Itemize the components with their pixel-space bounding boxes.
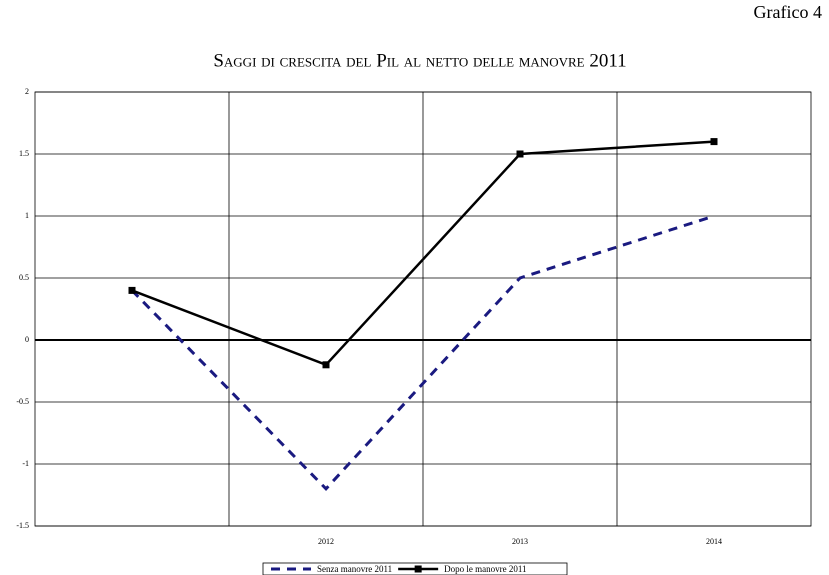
legend-label: Dopo le manovre 2011 (444, 564, 526, 574)
chart-title: Saggi di crescita del Pil al netto delle… (213, 50, 626, 71)
x-tick-label: 2013 (512, 537, 528, 546)
legend-label: Senza manovre 2011 (317, 564, 392, 574)
y-tick-label: 0.5 (19, 273, 29, 282)
series-line (131, 140, 715, 367)
y-tick-label: 1 (25, 211, 29, 220)
y-tick-label: 2 (25, 87, 29, 96)
x-tick-label: 2012 (318, 537, 334, 546)
point-marker (322, 361, 330, 369)
figure-label: Grafico 4 (754, 2, 822, 22)
point-marker (710, 138, 718, 146)
legend-marker (414, 565, 422, 573)
y-tick-label: -1.5 (16, 521, 29, 530)
point-marker (128, 286, 136, 294)
x-tick-label: 2014 (706, 537, 722, 546)
y-tick-label: 1.5 (19, 149, 29, 158)
series-line (130, 214, 715, 491)
y-tick-label: 0 (25, 335, 29, 344)
y-tick-label: -0.5 (16, 397, 29, 406)
y-tick-label: -1 (22, 459, 29, 468)
point-marker (516, 150, 524, 158)
